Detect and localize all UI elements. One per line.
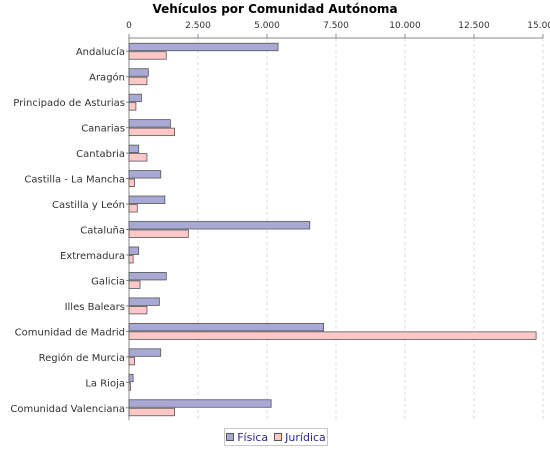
category-label: Comunidad Valenciana (10, 404, 125, 415)
chart-title: Vehículos por Comunidad Autónoma (152, 2, 398, 16)
category-label: Aragón (89, 72, 125, 84)
bar-fisica (128, 373, 134, 383)
bar-juridica (128, 102, 137, 111)
bar-fisica (128, 297, 160, 306)
legend-item-juridica: Jurídica (274, 431, 326, 444)
bar-fisica (128, 42, 279, 52)
legend-label-fisica: Física (237, 430, 269, 444)
category-label: Illes Balears (65, 302, 125, 313)
bar-juridica (128, 331, 537, 340)
bar-fisica (128, 348, 162, 357)
legend-item-fisica: Física (226, 431, 268, 444)
bar-juridica (128, 51, 167, 60)
bar-fisica (128, 221, 311, 230)
x-tick-label: 10.000 (389, 21, 421, 31)
bar-fisica (128, 119, 171, 128)
bar-juridica (128, 153, 148, 162)
category-label: Cataluña (80, 226, 125, 237)
category-label: Principado de Asturias (13, 98, 125, 109)
bar-juridica (128, 229, 189, 238)
category-label: La Rioja (85, 378, 125, 389)
x-tick-label: 5.000 (254, 21, 280, 31)
bar-juridica (128, 407, 175, 417)
bar-juridica (128, 178, 135, 187)
x-tick-label: 15.000 (527, 21, 550, 31)
x-tick-label: 7.500 (323, 21, 349, 31)
bar-fisica (128, 322, 324, 332)
bar-fisica (128, 195, 166, 204)
category-label: Cantabria (76, 149, 125, 160)
bar-fisica (128, 68, 149, 77)
legend-label-juridica: Jurídica (285, 430, 326, 444)
x-tick-label: 12.500 (458, 21, 490, 31)
bar-juridica (128, 127, 175, 137)
bar-juridica (128, 382, 131, 391)
legend-swatch-fisica (226, 433, 235, 441)
legend-swatch-juridica (274, 433, 283, 441)
bar-fisica (128, 144, 140, 154)
bar-fisica (128, 93, 142, 103)
category-label: Andalucía (76, 46, 125, 58)
bar-juridica (128, 356, 135, 366)
bar-fisica (128, 170, 162, 179)
category-label: Galicia (91, 276, 125, 287)
bar-juridica (128, 255, 134, 264)
bar-juridica (128, 204, 138, 213)
bar-fisica (128, 272, 167, 281)
bar-fisica (128, 246, 140, 255)
category-label: Extremadura (60, 251, 125, 262)
bar-juridica (128, 305, 148, 315)
category-label: Comunidad de Madrid (15, 327, 125, 338)
chart-legend: Física Jurídica (224, 428, 328, 446)
x-tick-label: 0 (126, 21, 132, 31)
x-tick-label: 2.500 (185, 21, 211, 31)
category-label: Castilla y León (52, 199, 125, 211)
category-label: Región de Murcia (39, 352, 125, 364)
bar-fisica (128, 399, 272, 408)
category-label: Castilla - La Mancha (24, 175, 125, 186)
bar-juridica (128, 76, 148, 86)
bar-juridica (128, 280, 141, 289)
category-label: Canarias (81, 124, 125, 135)
